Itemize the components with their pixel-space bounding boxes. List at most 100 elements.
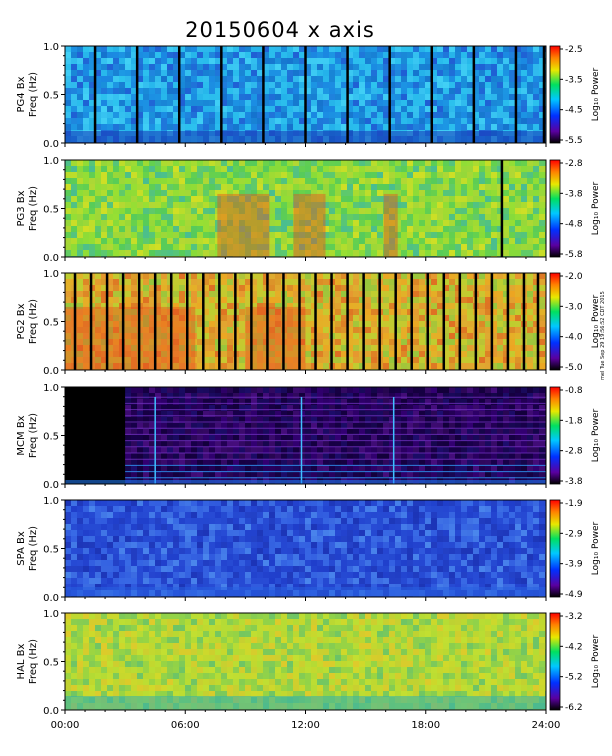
spectrogram-cell <box>101 345 107 351</box>
spectrogram-cell <box>521 52 527 58</box>
spectrogram-cell <box>77 178 83 184</box>
spectrogram-cell <box>383 196 389 202</box>
spectrogram-cell <box>149 52 155 58</box>
spectrogram-cell <box>503 184 509 190</box>
spectrogram-cell <box>185 184 191 190</box>
spectrogram-cell <box>407 76 413 82</box>
spectrogram-cell <box>215 393 221 399</box>
spectrogram-cell <box>407 100 413 106</box>
spectrogram-cell <box>203 345 209 351</box>
spectrogram-cell <box>263 351 269 357</box>
spectrogram-cell <box>275 465 281 471</box>
spectrogram-cell <box>137 459 143 465</box>
spectrogram-cell <box>263 423 269 429</box>
spectrogram-cell <box>227 453 233 459</box>
spectrogram-cell <box>233 58 239 64</box>
spectrogram-cell <box>311 208 317 214</box>
spectrogram-cell <box>527 309 533 315</box>
spectrogram-cell <box>161 100 167 106</box>
spectrogram-cell <box>245 112 251 118</box>
spectrogram-cell <box>287 196 293 202</box>
spectrogram-cell <box>329 64 335 70</box>
spectrogram-cell <box>173 214 179 220</box>
spectrogram-cell <box>365 357 371 363</box>
spectrogram-cell <box>485 202 491 208</box>
spectrogram-cell <box>179 447 185 453</box>
spectrogram-cell <box>77 202 83 208</box>
spectrogram-cell <box>155 244 161 250</box>
spectrogram-cell <box>509 106 515 112</box>
spectrogram-cell <box>293 351 299 357</box>
spectrogram-cell <box>209 232 215 238</box>
spectrogram-cell <box>347 106 353 112</box>
spectrogram-cell <box>257 232 263 238</box>
spectrogram-cell <box>287 339 293 345</box>
spectrogram-cell <box>215 58 221 64</box>
spectrogram-cell <box>83 273 89 279</box>
spectrogram-cell <box>95 70 101 76</box>
spectrogram-cell <box>239 124 245 130</box>
spectrogram-cell <box>167 94 173 100</box>
spectrogram-cell <box>311 190 317 196</box>
spectrogram-cell <box>437 202 443 208</box>
spectrogram-cell <box>419 202 425 208</box>
spectrogram-cell <box>125 244 131 250</box>
spectrogram-cell <box>389 244 395 250</box>
spectrogram-cell <box>503 190 509 196</box>
spectrogram-cell <box>173 351 179 357</box>
spectrogram-cell <box>119 100 125 106</box>
spectrogram-cell <box>311 58 317 64</box>
spectrogram-cell <box>101 238 107 244</box>
spectrogram-cell <box>449 226 455 232</box>
spectrogram-cell <box>149 232 155 238</box>
spectrogram-cell <box>137 411 143 417</box>
spectrogram-cell <box>143 279 149 285</box>
spectrogram-cell <box>503 160 509 166</box>
spectrogram-cell <box>179 46 185 52</box>
spectrogram-cell <box>383 250 389 256</box>
spectrogram-cell <box>533 339 539 345</box>
spectrogram-cell <box>401 214 407 220</box>
spectrogram-cell <box>293 315 299 321</box>
spectrogram-cell <box>227 357 233 363</box>
spectrogram-cell <box>353 52 359 58</box>
spectrogram-cell <box>335 172 341 178</box>
spectrogram-cell <box>227 447 233 453</box>
spectrogram-cell <box>221 82 227 88</box>
spectrogram-cell <box>383 315 389 321</box>
spectrogram-cell <box>329 238 335 244</box>
spectrogram-cell <box>497 250 503 256</box>
spectrogram-cell <box>395 273 401 279</box>
spectrogram-cell <box>485 166 491 172</box>
spectrogram-cell <box>101 327 107 333</box>
spectrogram-cell <box>287 351 293 357</box>
spectrogram-cell <box>443 327 449 333</box>
spectrogram-cell <box>155 387 161 393</box>
spectrogram-cell <box>221 363 227 369</box>
colorbar-tick-label: -5.5 <box>565 136 583 146</box>
spectrogram-cell <box>437 273 443 279</box>
y-tick-label: 1.0 <box>43 156 59 167</box>
spectrogram-cell <box>497 291 503 297</box>
spectrogram-cell <box>131 100 137 106</box>
spectrogram-cell <box>101 279 107 285</box>
spectrogram-cell <box>491 106 497 112</box>
spectrogram-cell <box>371 172 377 178</box>
spectrogram-cell <box>143 321 149 327</box>
spectrogram-cell <box>149 435 155 441</box>
spectrogram-cell <box>497 112 503 118</box>
spectrogram-cell <box>305 70 311 76</box>
spectrogram-cell <box>323 220 329 226</box>
spectrogram-cell <box>323 202 329 208</box>
spectrogram-cell <box>527 190 533 196</box>
spectrogram-cell <box>365 285 371 291</box>
spectrogram-cell <box>539 291 545 297</box>
spectrogram-cell <box>527 208 533 214</box>
spectrogram-cell <box>515 297 521 303</box>
spectrogram-cell <box>467 94 473 100</box>
spectrogram-cell <box>515 279 521 285</box>
spectrogram-cell <box>155 208 161 214</box>
spectrogram-cell <box>281 250 287 256</box>
spectrogram-cell <box>179 88 185 94</box>
spectrogram-cell <box>131 285 137 291</box>
